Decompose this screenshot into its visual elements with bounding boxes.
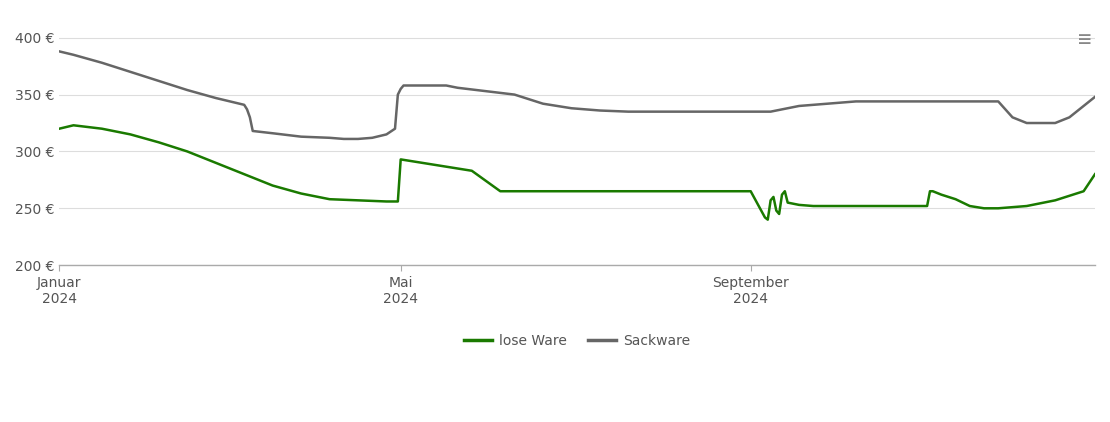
- Text: ≡: ≡: [1078, 30, 1091, 49]
- Legend: lose Ware, Sackware: lose Ware, Sackware: [458, 328, 695, 353]
